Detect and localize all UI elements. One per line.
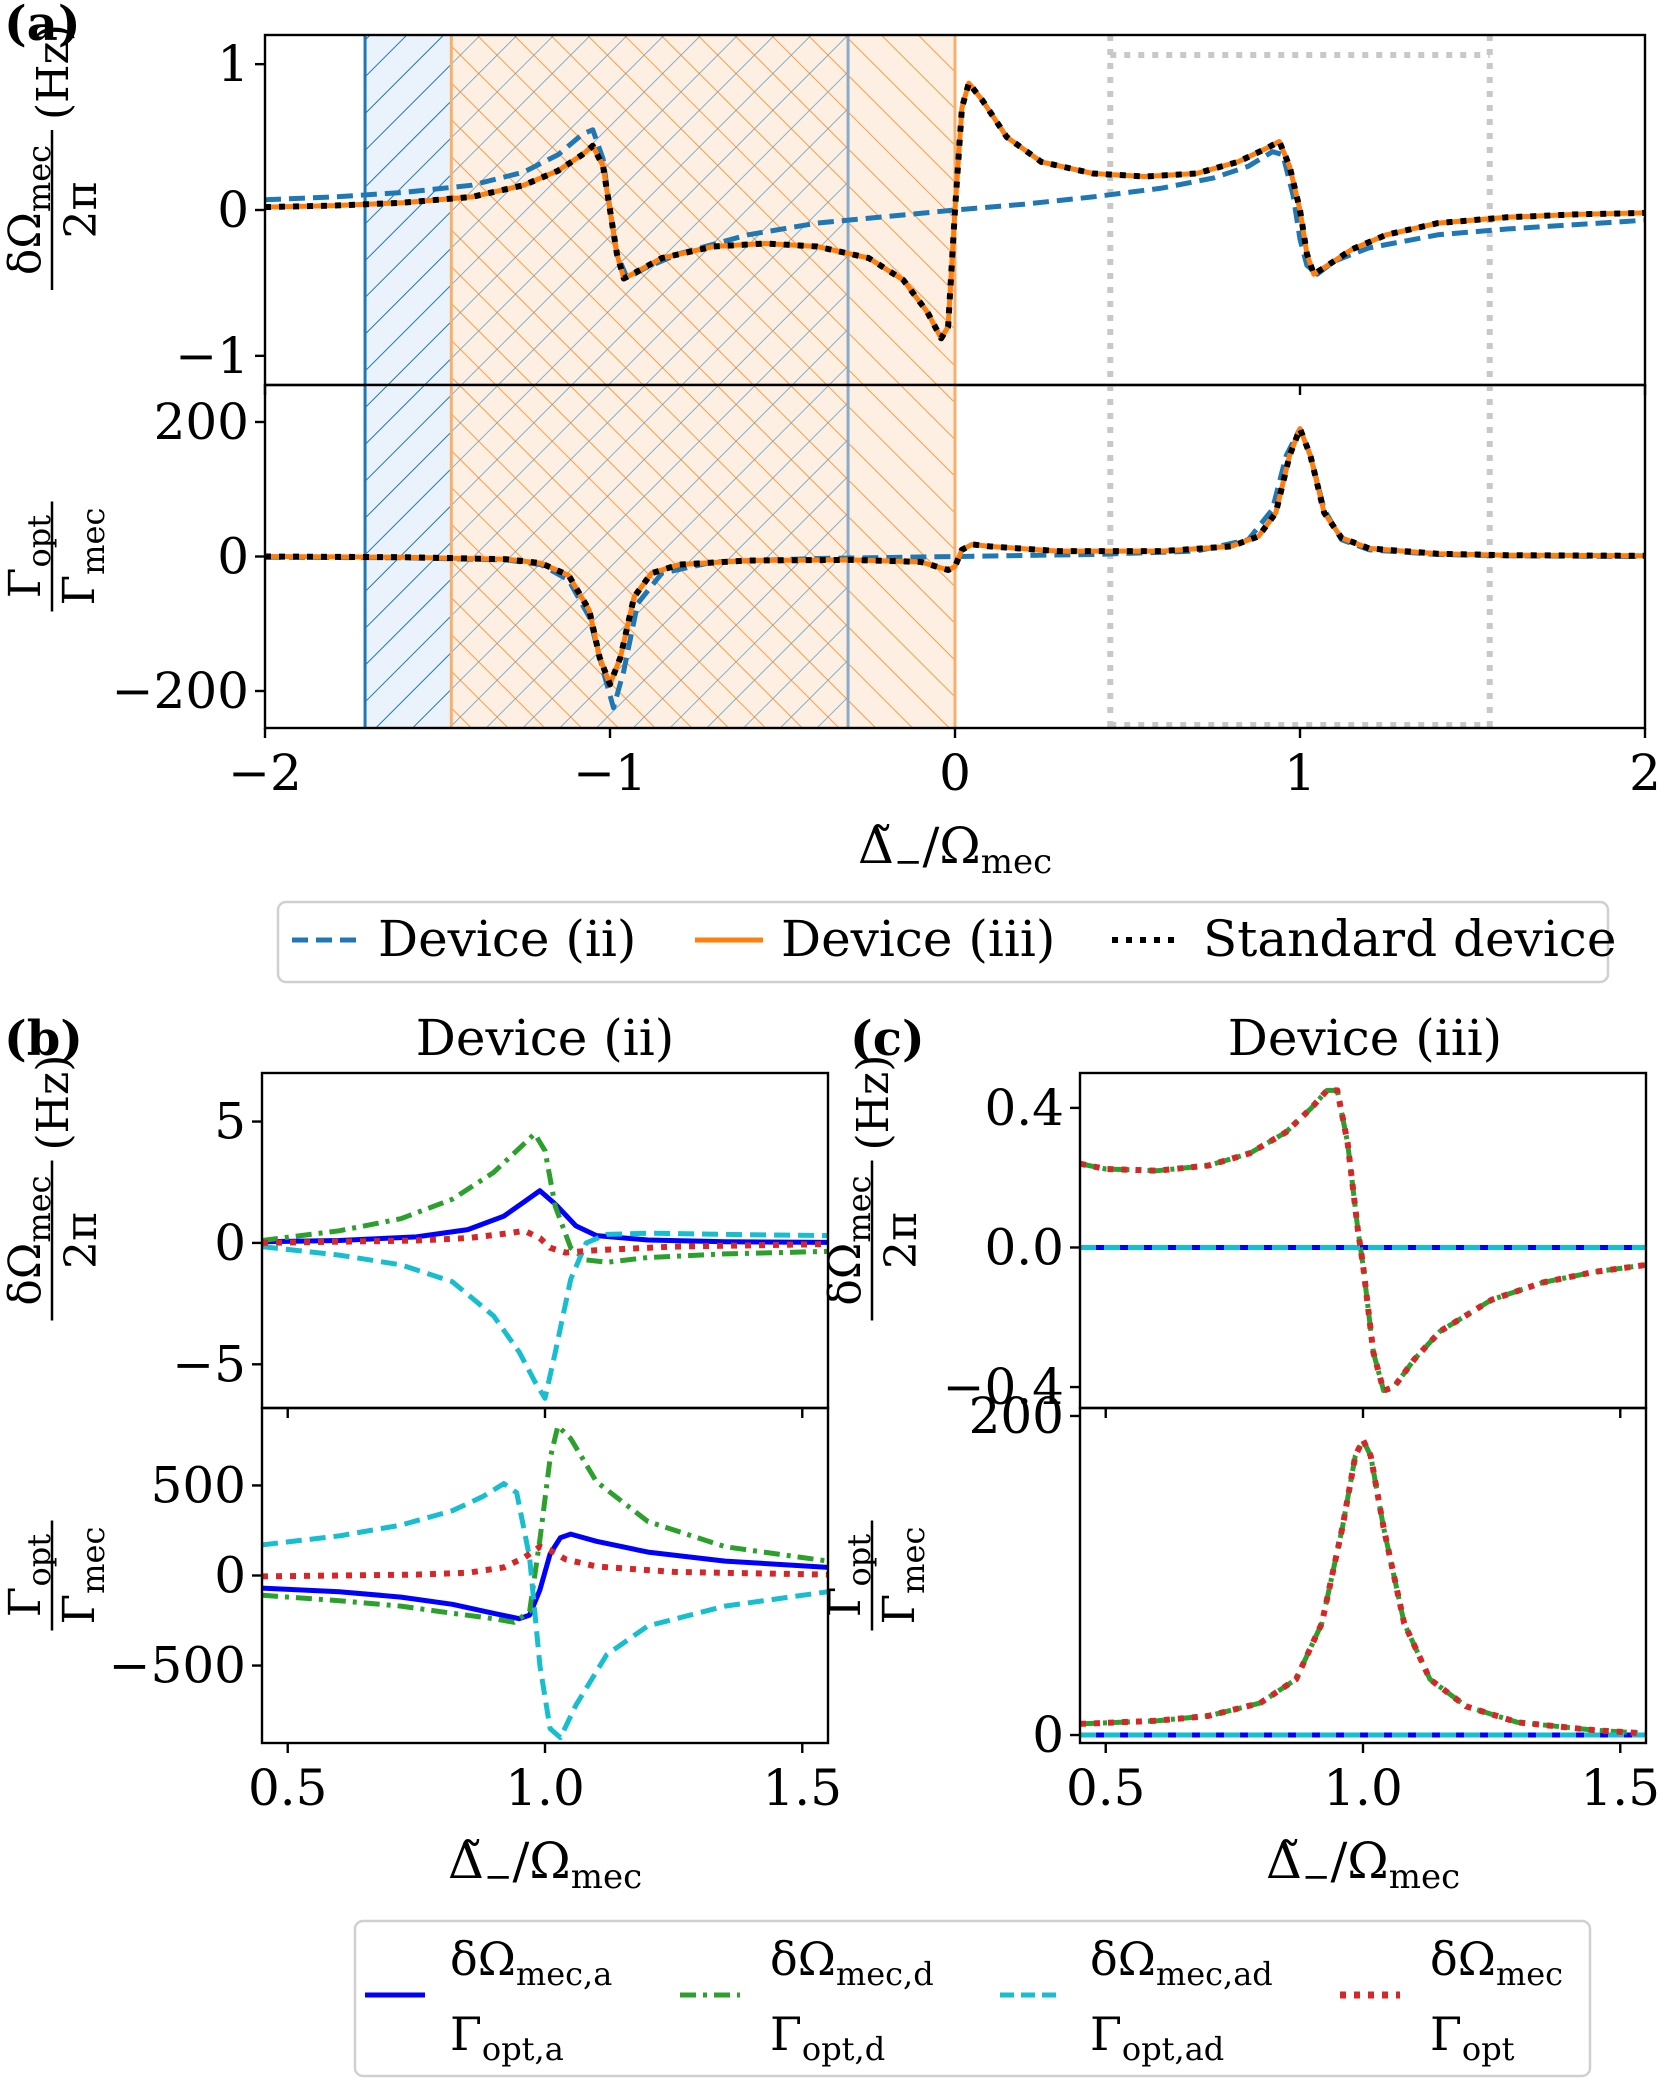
ytick-label-b_bottom-2: 500 — [151, 1456, 246, 1514]
frame-c_top — [1078, 1071, 1648, 1410]
ylabel-b_top-den: 2π — [56, 1212, 107, 1269]
legend-top-frame — [276, 900, 1610, 984]
legend-label-standard: Standard device — [1203, 910, 1616, 968]
series-b_bottom-2 — [262, 1481, 828, 1741]
ylabel-c_top-unit: (Hz) — [848, 1055, 899, 1151]
legend-bottom-frame — [353, 1919, 1592, 2078]
ytick-label-c_bottom-1: 200 — [969, 1387, 1064, 1445]
series-b_top-0 — [262, 1188, 828, 1245]
shaded-region-blue — [365, 35, 452, 385]
ylabel-b_top-unit: (Hz) — [28, 1055, 79, 1151]
xtick-label-b_bottom-1: 1.0 — [505, 1759, 585, 1817]
series-c_bottom-1 — [1080, 1437, 1646, 1736]
ytick-label-a_top-0: −1 — [175, 327, 249, 385]
series-b_bottom-0 — [262, 1531, 828, 1622]
xlabel-b_bottom: Δ̃−/Ωmec — [448, 1832, 642, 1897]
panel-c-title: Device (iii) — [1228, 1009, 1502, 1067]
legend-label-device-ii: Device (ii) — [378, 910, 636, 968]
legend-total-line2: Γopt — [1430, 2007, 1515, 2068]
ylabel-a_top-num: δΩmec — [0, 145, 58, 275]
shaded-region-orange — [451, 385, 955, 728]
legend-total-line1: δΩmec — [1430, 1932, 1563, 1993]
legend-bottom: δΩmec,a Γopt,a δΩmec,d Γopt,d δΩmec,ad Γ… — [353, 1919, 1592, 2078]
xtick-label-b_bottom-2: 1.5 — [763, 1759, 843, 1817]
panel-label-c: (c) — [850, 1011, 925, 1067]
ylabel-b_bottom-den: Γmec — [54, 1527, 112, 1625]
series-b_top-1 — [262, 1131, 828, 1265]
xtick-label-a_bottom-3: 1 — [1284, 744, 1316, 802]
xtick-label-a_bottom-2: 0 — [939, 744, 971, 802]
legend-term-a-line2: Γopt,a — [450, 2007, 564, 2068]
ytick-label-a_bottom-0: −200 — [112, 662, 249, 720]
xtick-label-c_bottom-1: 1.0 — [1323, 1759, 1403, 1817]
ytick-label-b_top-2: 5 — [214, 1093, 246, 1151]
ylabel-b_top-num: δΩmec — [0, 1175, 58, 1305]
legend-term-d-line1: δΩmec,d — [770, 1932, 934, 1993]
xlabel-a_bottom: Δ̃−/Ωmec — [858, 817, 1052, 882]
panel-label-b: (b) — [4, 1011, 83, 1067]
ytick-label-c_top-2: 0.4 — [984, 1079, 1064, 1137]
ylabel-b_bottom-num: Γopt — [0, 1534, 58, 1617]
legend-term-ad-line1: δΩmec,ad — [1090, 1932, 1273, 1993]
xtick-label-a_bottom-0: −2 — [228, 744, 302, 802]
series-a_bottom-2 — [265, 425, 1645, 688]
xtick-label-a_bottom-1: −1 — [573, 744, 647, 802]
xtick-label-a_bottom-4: 2 — [1629, 744, 1661, 802]
ytick-label-a_bottom-1: 0 — [217, 528, 249, 586]
shaded-region-orange — [451, 35, 955, 385]
legend-term-d-line2: Γopt,d — [770, 2007, 885, 2068]
series-a_top-2 — [265, 80, 1645, 342]
ytick-label-b_bottom-0: −500 — [109, 1637, 246, 1695]
ytick-label-a_top-2: 1 — [217, 35, 249, 93]
ylabel-a_bottom-den: Γmec — [54, 508, 112, 606]
series-c_top-3 — [1080, 1087, 1646, 1394]
ylabel-a_top-den: 2π — [56, 182, 107, 239]
ylabel-a_bottom-num: Γopt — [0, 515, 58, 598]
xtick-label-b_bottom-0: 0.5 — [248, 1759, 328, 1817]
series-b_bottom-1 — [262, 1423, 828, 1625]
series-b_top-3 — [262, 1227, 828, 1256]
ylabel-c_top-den: 2π — [876, 1212, 927, 1269]
series-c_bottom-3 — [1080, 1436, 1646, 1737]
xtick-label-c_bottom-0: 0.5 — [1066, 1759, 1146, 1817]
series-b_top-2 — [262, 1230, 828, 1401]
ytick-label-c_bottom-0: 0 — [1032, 1706, 1064, 1764]
ylabel-c_bottom-den: Γmec — [874, 1527, 932, 1625]
ytick-label-c_top-1: 0.0 — [984, 1218, 1064, 1276]
ytick-label-b_top-1: 0 — [214, 1214, 246, 1272]
legend-label-device-iii: Device (iii) — [781, 910, 1055, 968]
panel-b-title: Device (ii) — [416, 1009, 674, 1067]
ytick-label-b_bottom-1: 0 — [214, 1547, 246, 1605]
panel-label-a: (a) — [4, 0, 81, 52]
ytick-label-a_bottom-2: 200 — [154, 393, 249, 451]
series-c_top-1 — [1080, 1087, 1646, 1394]
legend-top: Device (ii) Device (iii) Standard device — [276, 900, 1616, 984]
series-b_bottom-3 — [262, 1543, 828, 1580]
legend-term-ad-line2: Γopt,ad — [1090, 2007, 1224, 2068]
ylabel-a_top-unit: (Hz) — [28, 24, 79, 120]
ytick-label-c_top-0: −0.4 — [943, 1358, 1064, 1416]
ytick-label-b_top-0: −5 — [172, 1335, 246, 1393]
ytick-label-a_top-1: 0 — [217, 181, 249, 239]
xtick-label-c_bottom-2: 1.5 — [1581, 1759, 1661, 1817]
xlabel-c_bottom: Δ̃−/Ωmec — [1266, 1832, 1460, 1897]
legend-term-a-line1: δΩmec,a — [450, 1932, 612, 1993]
frame-c_bottom — [1078, 1406, 1648, 1745]
